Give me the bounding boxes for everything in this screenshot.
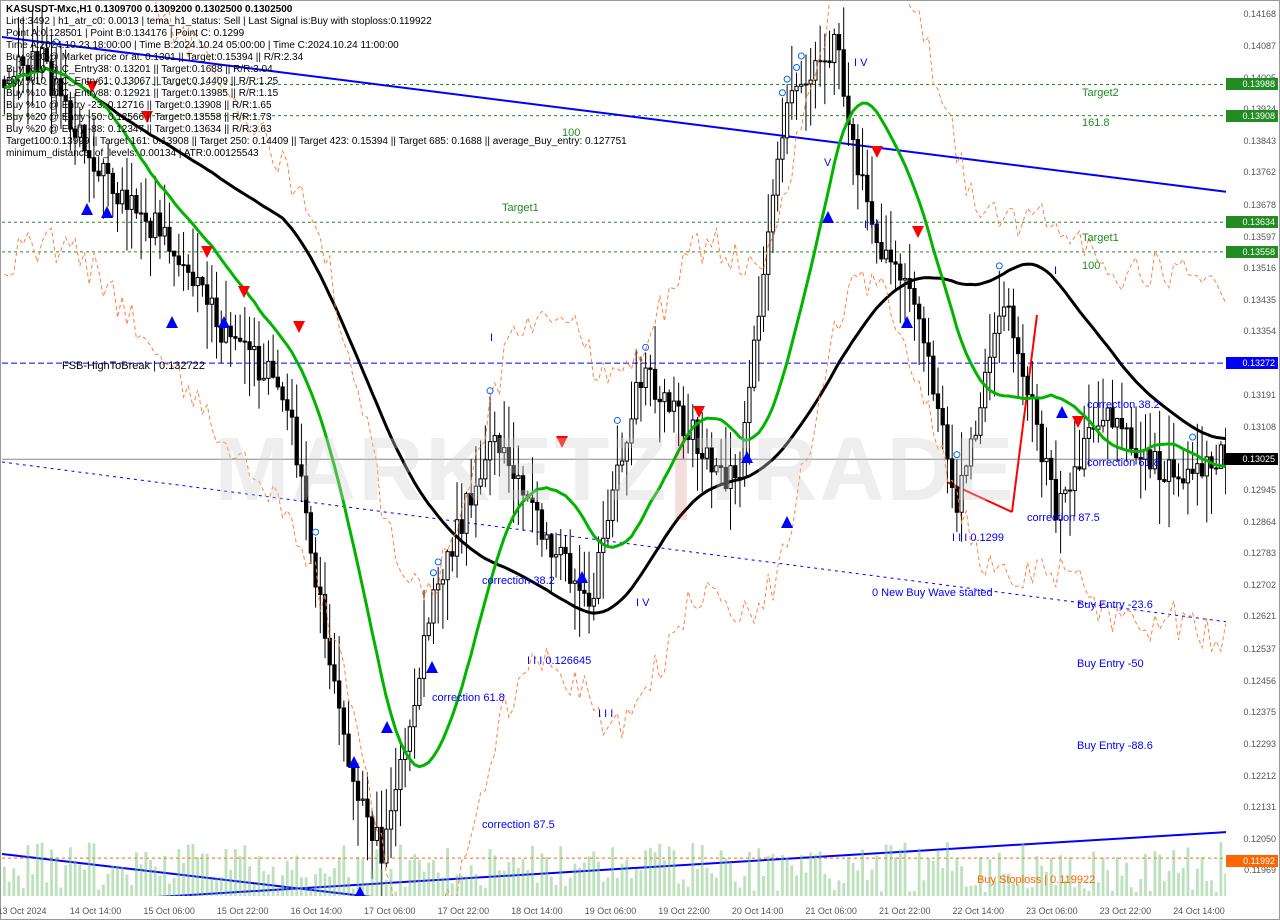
price-tick: 0.14168	[1228, 9, 1276, 19]
time-tick: 15 Oct 06:00	[143, 906, 195, 916]
info-line: Point A:0.128501 | Point B:0.134176 | Po…	[6, 28, 627, 40]
overlay-label: correction 38.2	[1087, 399, 1160, 411]
price-tick: 0.13108	[1228, 422, 1276, 432]
price-tick: 0.13597	[1228, 232, 1276, 242]
time-tick: 19 Oct 22:00	[658, 906, 710, 916]
info-line: Time A:2024.10.23 18:00:00 | Time B:2024…	[6, 40, 627, 52]
price-tick: 0.12537	[1228, 644, 1276, 654]
price-tick: 0.13762	[1228, 167, 1276, 177]
info-line: Buy %10 @ Entry -23: 0.12716 || Target:0…	[6, 100, 627, 112]
overlay-label: 161.8	[1082, 117, 1110, 129]
price-box: 0.13988	[1226, 78, 1278, 90]
overlay-label: I I I	[864, 219, 879, 231]
overlay-label: 0 New Buy Wave started	[872, 587, 993, 599]
overlay-label: V	[824, 157, 831, 169]
overlay-label: Buy Entry -50	[1077, 658, 1144, 670]
price-tick: 0.14087	[1228, 41, 1276, 51]
info-line: Buy %10 @ C_Entry38: 0.13201 || Target:0…	[6, 64, 627, 76]
overlay-label: correction 61.8	[432, 692, 505, 704]
info-line: Buy %20 @ Entry -50: 0.12566 || Target:0…	[6, 112, 627, 124]
time-tick: 18 Oct 14:00	[511, 906, 563, 916]
time-tick: 24 Oct 14:00	[1173, 906, 1225, 916]
time-tick: 17 Oct 06:00	[364, 906, 416, 916]
info-line: minimum_distance_of_levels: 0.00134 | AT…	[6, 148, 627, 160]
overlay-label: I V	[636, 597, 649, 609]
chart-canvas[interactable]: MARKETZ|TRADE KASUSDT-Mxc,H1 0.1309700 0…	[2, 2, 1228, 897]
time-tick: 15 Oct 22:00	[217, 906, 269, 916]
info-block: KASUSDT-Mxc,H1 0.1309700 0.1309200 0.130…	[6, 4, 627, 160]
overlay-label: Target2	[1082, 87, 1119, 99]
info-line: Target100:0.13999 || Target 161: 0.13908…	[6, 136, 627, 148]
symbol-header: KASUSDT-Mxc,H1 0.1309700 0.1309200 0.130…	[6, 4, 627, 16]
overlay-label: I V	[854, 57, 867, 69]
price-tick: 0.13191	[1228, 390, 1276, 400]
info-line: Line:3492 | h1_atr_c0: 0.0013 | tema_h1_…	[6, 16, 627, 28]
price-tick: 0.12945	[1228, 485, 1276, 495]
price-box: 0.11992	[1226, 855, 1278, 867]
overlay-label: Target1	[1082, 232, 1119, 244]
price-box: 0.13634	[1226, 216, 1278, 228]
overlay-label: correction 61.8	[1087, 457, 1160, 469]
time-tick: 23 Oct 06:00	[1026, 906, 1078, 916]
price-tick: 0.12212	[1228, 771, 1276, 781]
overlay-label: 100	[1082, 260, 1100, 272]
time-tick: 16 Oct 14:00	[290, 906, 342, 916]
price-tick: 0.13678	[1228, 200, 1276, 210]
price-tick: 0.13516	[1228, 263, 1276, 273]
info-line: Buy %10 @ C_Entry61: 0.13067 || Target:0…	[6, 76, 627, 88]
info-line: Buy %10 @ C_Entry88: 0.12921 || Target:0…	[6, 88, 627, 100]
price-tick: 0.12783	[1228, 548, 1276, 558]
time-tick: 22 Oct 14:00	[952, 906, 1004, 916]
time-tick: 13 Oct 2024	[0, 906, 47, 916]
info-line: Buy %20 @ Market price or at: 0.1301 || …	[6, 52, 627, 64]
overlay-label: I I I	[598, 708, 613, 720]
overlay-label: I	[1054, 265, 1057, 277]
time-tick: 23 Oct 22:00	[1100, 906, 1152, 916]
price-box: 0.13558	[1226, 246, 1278, 258]
overlay-label: correction 87.5	[1027, 512, 1100, 524]
overlay-label: I	[490, 332, 493, 344]
price-box: 0.13272	[1226, 357, 1278, 369]
overlay-label: correction 38.2	[482, 575, 555, 587]
chart-container: MARKETZ|TRADE KASUSDT-Mxc,H1 0.1309700 0…	[0, 0, 1280, 920]
overlay-label: I I I 0.1299	[952, 532, 1004, 544]
time-axis: 13 Oct 2024 14 Oct 14:00 15 Oct 06:00 15 Oc…	[2, 896, 1228, 918]
time-tick: 20 Oct 14:00	[732, 906, 784, 916]
time-tick: 17 Oct 22:00	[438, 906, 490, 916]
price-tick: 0.12621	[1228, 611, 1276, 621]
price-tick: 0.12864	[1228, 517, 1276, 527]
overlay-label: Buy Entry -23.6	[1077, 599, 1153, 611]
time-tick: 14 Oct 14:00	[70, 906, 122, 916]
price-tick: 0.13435	[1228, 295, 1276, 305]
price-tick: 0.13354	[1228, 326, 1276, 336]
price-box: 0.13025	[1226, 453, 1278, 465]
info-line: Buy %20 @ Entry -88: 0.12347 || Target:0…	[6, 124, 627, 136]
price-tick: 0.13843	[1228, 136, 1276, 146]
price-axis: 0.141680.140870.140050.139240.138430.137…	[1226, 2, 1278, 897]
time-tick: 19 Oct 06:00	[585, 906, 637, 916]
time-tick: 21 Oct 06:00	[805, 906, 857, 916]
price-tick: 0.12293	[1228, 739, 1276, 749]
price-tick: 0.12131	[1228, 802, 1276, 812]
time-tick: 21 Oct 22:00	[879, 906, 931, 916]
price-box: 0.13908	[1226, 110, 1278, 122]
overlay-label: FSB-HighToBreak | 0.132722	[62, 360, 205, 372]
overlay-label: Buy Entry -88.6	[1077, 740, 1153, 752]
overlay-label: correction 87.5	[482, 819, 555, 831]
price-tick: 0.12050	[1228, 834, 1276, 844]
price-tick: 0.12375	[1228, 707, 1276, 717]
price-tick: 0.12702	[1228, 580, 1276, 590]
price-tick: 0.12456	[1228, 676, 1276, 686]
overlay-label: Buy Stoploss | 0.119922	[977, 874, 1095, 886]
overlay-label: Target1	[502, 202, 539, 214]
overlay-label: I I I 0.126645	[527, 655, 591, 667]
